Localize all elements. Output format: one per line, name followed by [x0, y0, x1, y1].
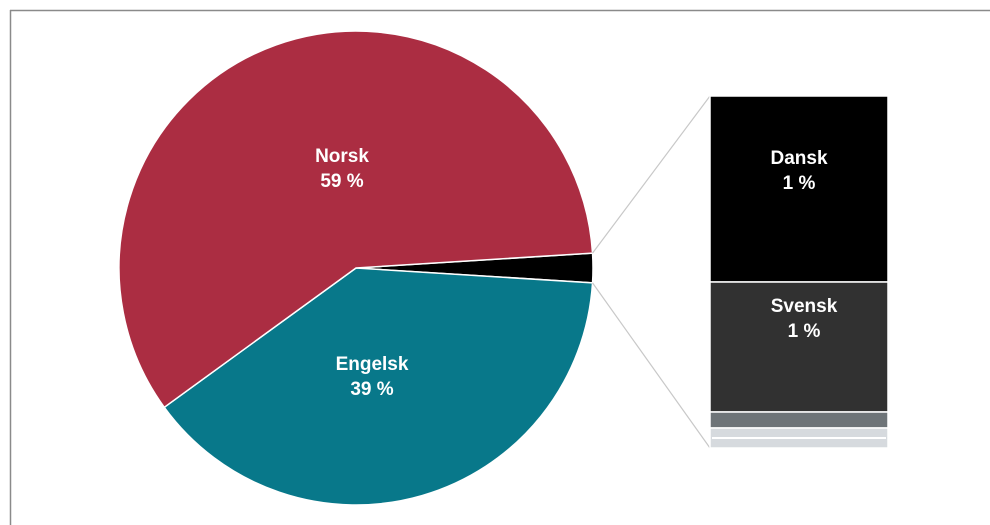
- pie-slice-engelsk: [163, 267, 594, 506]
- pie-label-norsk: Norsk: [315, 146, 369, 167]
- connector-line-top: [592, 95, 711, 254]
- pie-label-engelsk: Engelsk: [336, 354, 409, 375]
- pie-value-norsk: 59 %: [320, 171, 363, 192]
- pie-value-engelsk: 39 %: [350, 379, 393, 400]
- bar-value-dansk: 1 %: [783, 173, 816, 194]
- bar-value-svensk: 1 %: [788, 321, 821, 342]
- bar-label-dansk: Dansk: [770, 148, 827, 169]
- connector-line-bottom: [592, 282, 711, 449]
- breakout-segment-dansk: [709, 95, 889, 283]
- data-labels: Norsk 59 % Engelsk 39 % Dansk 1 % Svensk 1 %: [315, 146, 838, 400]
- pie: [118, 30, 594, 506]
- breakout-segment-svensk: [709, 281, 889, 413]
- pie-slice-norsk: [118, 30, 594, 409]
- breakout-segment-minor-2: [709, 411, 889, 429]
- breakout-bar: [709, 95, 889, 449]
- connector-lines: [592, 95, 711, 449]
- bar-label-svensk: Svensk: [771, 296, 838, 317]
